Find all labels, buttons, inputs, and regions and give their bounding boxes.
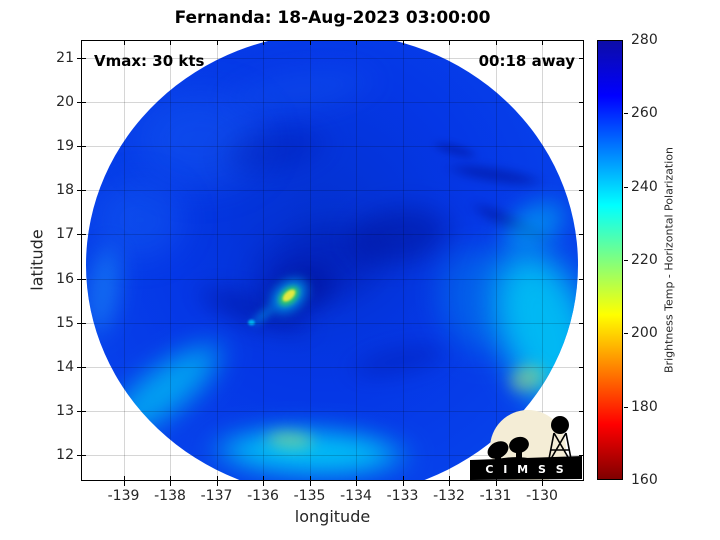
y-tick-right [579, 146, 583, 148]
x-tick [542, 476, 543, 486]
y-tick [77, 146, 86, 148]
colorbar-tick [624, 186, 628, 188]
x-tick [495, 476, 497, 486]
x-tick-top [263, 41, 264, 45]
time-offset-annotation: 00:18 away [478, 52, 575, 70]
x-tick-label: -137 [200, 488, 233, 504]
x-tick-label: -133 [386, 488, 419, 504]
colorbar [597, 40, 623, 480]
x-tick-top [402, 41, 404, 45]
colorbar-tick-label: 280 [631, 32, 658, 48]
y-tick-right [579, 322, 583, 324]
y-tick-label: 16 [56, 270, 74, 287]
y-tick-right [579, 190, 583, 192]
x-tick [123, 476, 125, 486]
x-tick-label: -130 [526, 488, 558, 504]
x-tick [263, 476, 264, 486]
cimss-banner [470, 456, 582, 480]
y-tick-label: 17 [56, 226, 74, 243]
x-tick [356, 476, 357, 486]
y-tick-label: 15 [56, 314, 74, 331]
y-tick [77, 58, 86, 59]
colorbar-title: Brightness Temp - Horizontal Polarizatio… [662, 147, 676, 373]
colorbar-tick-label: 160 [631, 472, 658, 488]
x-tick [309, 476, 311, 486]
colorbar-tick-label: 240 [631, 178, 658, 195]
swath-feature-blob [245, 317, 257, 327]
y-tick [77, 102, 86, 104]
y-tick-right [579, 102, 583, 104]
y-tick-label: 20 [56, 94, 74, 111]
y-tick-right [579, 234, 583, 236]
x-tick [216, 476, 218, 486]
plot-clip: C I M S S Vmax: 30 kts 00:18 away [82, 41, 583, 480]
y-tick-label: 18 [56, 182, 74, 199]
y-tick [77, 322, 86, 324]
x-tick-top [449, 41, 450, 45]
y-tick-right [579, 366, 583, 368]
y-tick-right [579, 58, 583, 59]
cimss-logo: C I M S S [470, 410, 582, 480]
y-tick [77, 234, 86, 236]
swath-feature-blob [90, 60, 310, 220]
x-tick-label: -134 [340, 488, 372, 504]
colorbar-tick [624, 406, 628, 408]
x-tick-label: -136 [247, 488, 279, 504]
y-tick-right [579, 278, 583, 280]
vmax-annotation: Vmax: 30 kts [94, 52, 205, 70]
x-tick [449, 476, 450, 486]
y-tick [77, 278, 86, 280]
colorbar-tick-label: 180 [631, 398, 658, 415]
y-tick-label: 13 [56, 402, 74, 419]
x-tick-top [170, 41, 171, 45]
y-tick-label: 19 [56, 138, 74, 155]
colorbar-tick [624, 113, 628, 115]
colorbar-tick [624, 333, 628, 335]
x-tick [402, 476, 404, 486]
colorbar-tick-label: 260 [631, 105, 658, 122]
x-tick-top [495, 41, 497, 45]
plot-area: C I M S S Vmax: 30 kts 00:18 away [77, 40, 584, 486]
colorbar-tick-label: 220 [631, 252, 658, 268]
x-tick [170, 476, 171, 486]
x-tick-label: -132 [433, 488, 465, 504]
x-tick-label: -131 [479, 488, 512, 504]
cimss-water-tower-top [551, 416, 569, 434]
chart-title: Fernanda: 18-Aug-2023 03:00:00 [174, 8, 491, 28]
colorbar-tick-label: 200 [631, 325, 658, 342]
y-tick-right [579, 410, 583, 412]
x-tick-top [309, 41, 311, 45]
y-tick [77, 410, 86, 412]
y-axis-label: latitude [27, 229, 47, 291]
cimss-water-tower-icon [547, 432, 573, 465]
x-tick-top [542, 41, 543, 45]
colorbar-tick [624, 260, 628, 261]
y-tick-label: 14 [56, 358, 74, 375]
y-tick [77, 366, 86, 368]
x-tick-top [216, 41, 218, 45]
x-tick-label: -135 [293, 488, 326, 504]
y-tick-right [579, 454, 583, 456]
x-tick-label: -138 [154, 488, 186, 504]
x-tick-top [356, 41, 357, 45]
y-tick [77, 454, 86, 456]
y-tick-label: 12 [56, 446, 74, 463]
microwave-swath-disk [86, 41, 578, 480]
cimss-banner-text: C I M S S [485, 463, 566, 476]
y-tick [77, 190, 86, 192]
x-tick-top [123, 41, 125, 45]
y-tick-label: 21 [56, 50, 74, 66]
x-tick-label: -139 [107, 488, 140, 504]
x-axis-label: longitude [294, 507, 371, 526]
